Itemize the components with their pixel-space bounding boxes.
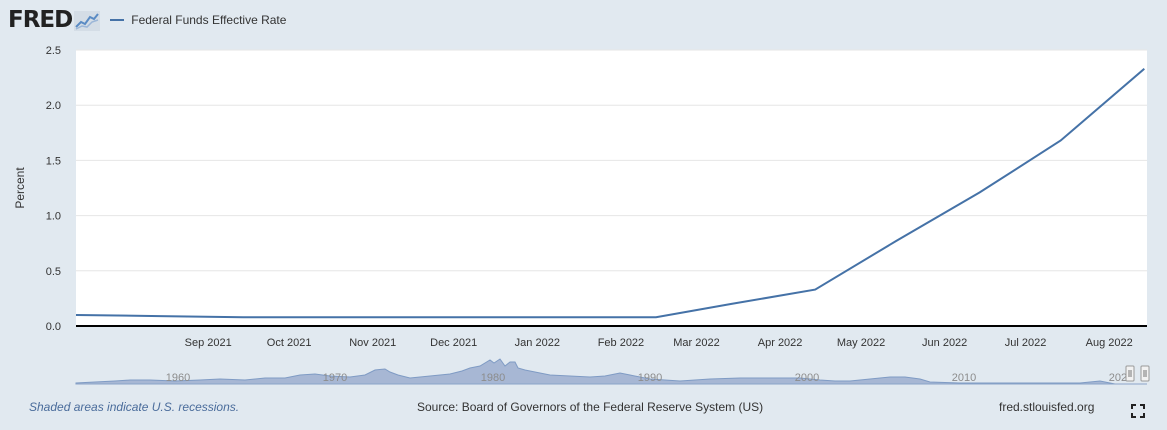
fred-graph-icon [74, 11, 101, 31]
y-tick-label: 2.0 [46, 100, 61, 112]
navigator-handle-right [1140, 365, 1150, 382]
x-tick-label: Jul 2022 [1005, 337, 1047, 349]
x-tick-label: Mar 2022 [673, 337, 719, 349]
x-tick-label: Aug 2022 [1086, 337, 1133, 349]
navigator-year-label: 1990 [638, 372, 662, 384]
navigator-year-label: 2000 [795, 372, 819, 384]
navigator-year-label: 1960 [166, 372, 190, 384]
x-tick-label: Jun 2022 [922, 337, 967, 349]
x-tick-label: Jan 2022 [515, 337, 560, 349]
navigator[interactable]: 1960 1970 1980 1990 2000 2010 2020 [75, 358, 1150, 385]
x-tick-label: Sep 2021 [185, 337, 232, 349]
y-axis-label: Percent [13, 167, 27, 209]
source-text: Source: Board of Governors of the Federa… [417, 400, 764, 414]
x-tick-label: Dec 2021 [430, 337, 477, 349]
site-link[interactable]: fred.stlouisfed.org [999, 400, 1095, 414]
legend-swatch [110, 19, 125, 21]
line-chart[interactable]: 0.0 0.5 1.0 1.5 2.0 2.5 Sep 2021 Oct 2021 Nov 2… [0, 0, 1167, 398]
plot-area [76, 50, 1147, 327]
chart-header: FRED Federal Funds Effective Rate [8, 6, 286, 34]
y-tick-label: 0.0 [46, 321, 61, 333]
navigator-year-label: 1980 [481, 372, 505, 384]
fred-logo[interactable]: FRED [8, 7, 73, 33]
navigator-handle-left [1125, 365, 1135, 382]
series-line[interactable] [75, 68, 1145, 319]
y-tick-label: 2.5 [46, 45, 61, 57]
y-tick-label: 0.5 [46, 266, 61, 278]
recession-note: Shaded areas indicate U.S. recessions. [29, 400, 240, 414]
x-tick-label: Nov 2021 [349, 337, 396, 349]
navigator-area [75, 358, 1130, 385]
series-layer [75, 68, 1145, 319]
x-tick-label: Feb 2022 [598, 337, 644, 349]
y-tick-label: 1.0 [46, 211, 61, 223]
navigator-labels: 1960 1970 1980 1990 2000 2010 2020 [166, 372, 1133, 384]
y-tick-label: 1.5 [46, 155, 61, 167]
chart-footer: Shaded areas indicate U.S. recessions. S… [0, 400, 1167, 418]
navigator-year-label: 2010 [952, 372, 976, 384]
chart-legend[interactable]: Federal Funds Effective Rate [110, 13, 286, 27]
x-tick-label: Oct 2021 [267, 337, 312, 349]
fullscreen-icon[interactable] [1131, 404, 1145, 418]
navigator-year-label: 1970 [323, 372, 347, 384]
legend-label: Federal Funds Effective Rate [131, 13, 287, 27]
x-tick-label: May 2022 [837, 337, 885, 349]
x-tick-label: Apr 2022 [758, 337, 803, 349]
gridlines [76, 49, 1147, 272]
y-axis-ticks: 0.0 0.5 1.0 1.5 2.0 2.5 [46, 45, 61, 333]
x-axis-ticks: Sep 2021 Oct 2021 Nov 2021 Dec 2021 Jan 2022… [185, 337, 1133, 349]
